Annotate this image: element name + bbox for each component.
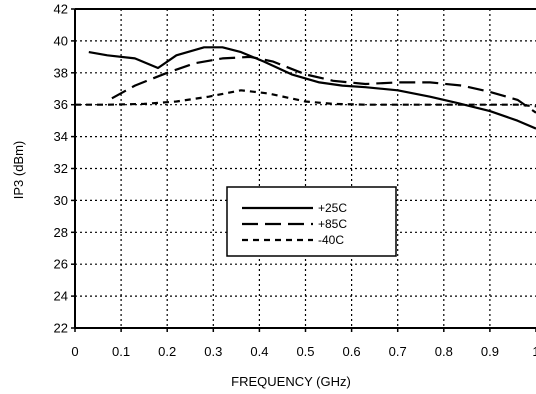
- x-tick-label: 0: [71, 344, 78, 359]
- series-lines: [75, 46, 536, 130]
- y-tick-label: 36: [54, 97, 68, 112]
- y-tick-label: 28: [54, 225, 68, 240]
- legend-box: [226, 186, 397, 257]
- y-axis-title: IP3 (dBm): [11, 141, 26, 200]
- y-tick-label: 42: [54, 2, 68, 17]
- legend-label-25c: +25C: [318, 201, 347, 215]
- y-tick-label: 22: [54, 321, 68, 336]
- x-tick-label: 1: [532, 344, 536, 359]
- y-tick-labels: 22 24 26 28 30 32 34 36 38 40 42: [54, 2, 75, 336]
- series-line-1: [111, 55, 536, 114]
- y-tick-label: 38: [54, 65, 68, 80]
- x-axis-title: FREQUENCY (GHz): [231, 374, 351, 389]
- y-tick-label: 24: [54, 289, 68, 304]
- y-tick-label: 30: [54, 193, 68, 208]
- x-tick-label: 0.3: [204, 344, 222, 359]
- legend: +25C +85C -40C: [226, 186, 397, 257]
- y-tick-label: 40: [54, 33, 68, 48]
- legend-label-minus40c: -40C: [318, 233, 344, 247]
- legend-label-85c: +85C: [318, 217, 347, 231]
- x-tick-label: 0.7: [389, 344, 407, 359]
- x-tick-label: 0.6: [343, 344, 361, 359]
- y-tick-label: 32: [54, 161, 68, 176]
- x-tick-label: 0.2: [158, 344, 176, 359]
- y-tick-label: 26: [54, 257, 68, 272]
- x-tick-label: 0.5: [296, 344, 314, 359]
- series-line-2: [75, 89, 536, 108]
- y-tick-label: 34: [54, 129, 68, 144]
- x-tick-label: 0.4: [250, 344, 268, 359]
- x-tick-label: 0.8: [435, 344, 453, 359]
- series-line-0: [88, 46, 536, 130]
- x-tick-label: 0.9: [481, 344, 499, 359]
- x-tick-labels: 0 0.1 0.2 0.3 0.4 0.5 0.6 0.7 0.8 0.9 1: [71, 328, 536, 359]
- x-tick-label: 0.1: [112, 344, 130, 359]
